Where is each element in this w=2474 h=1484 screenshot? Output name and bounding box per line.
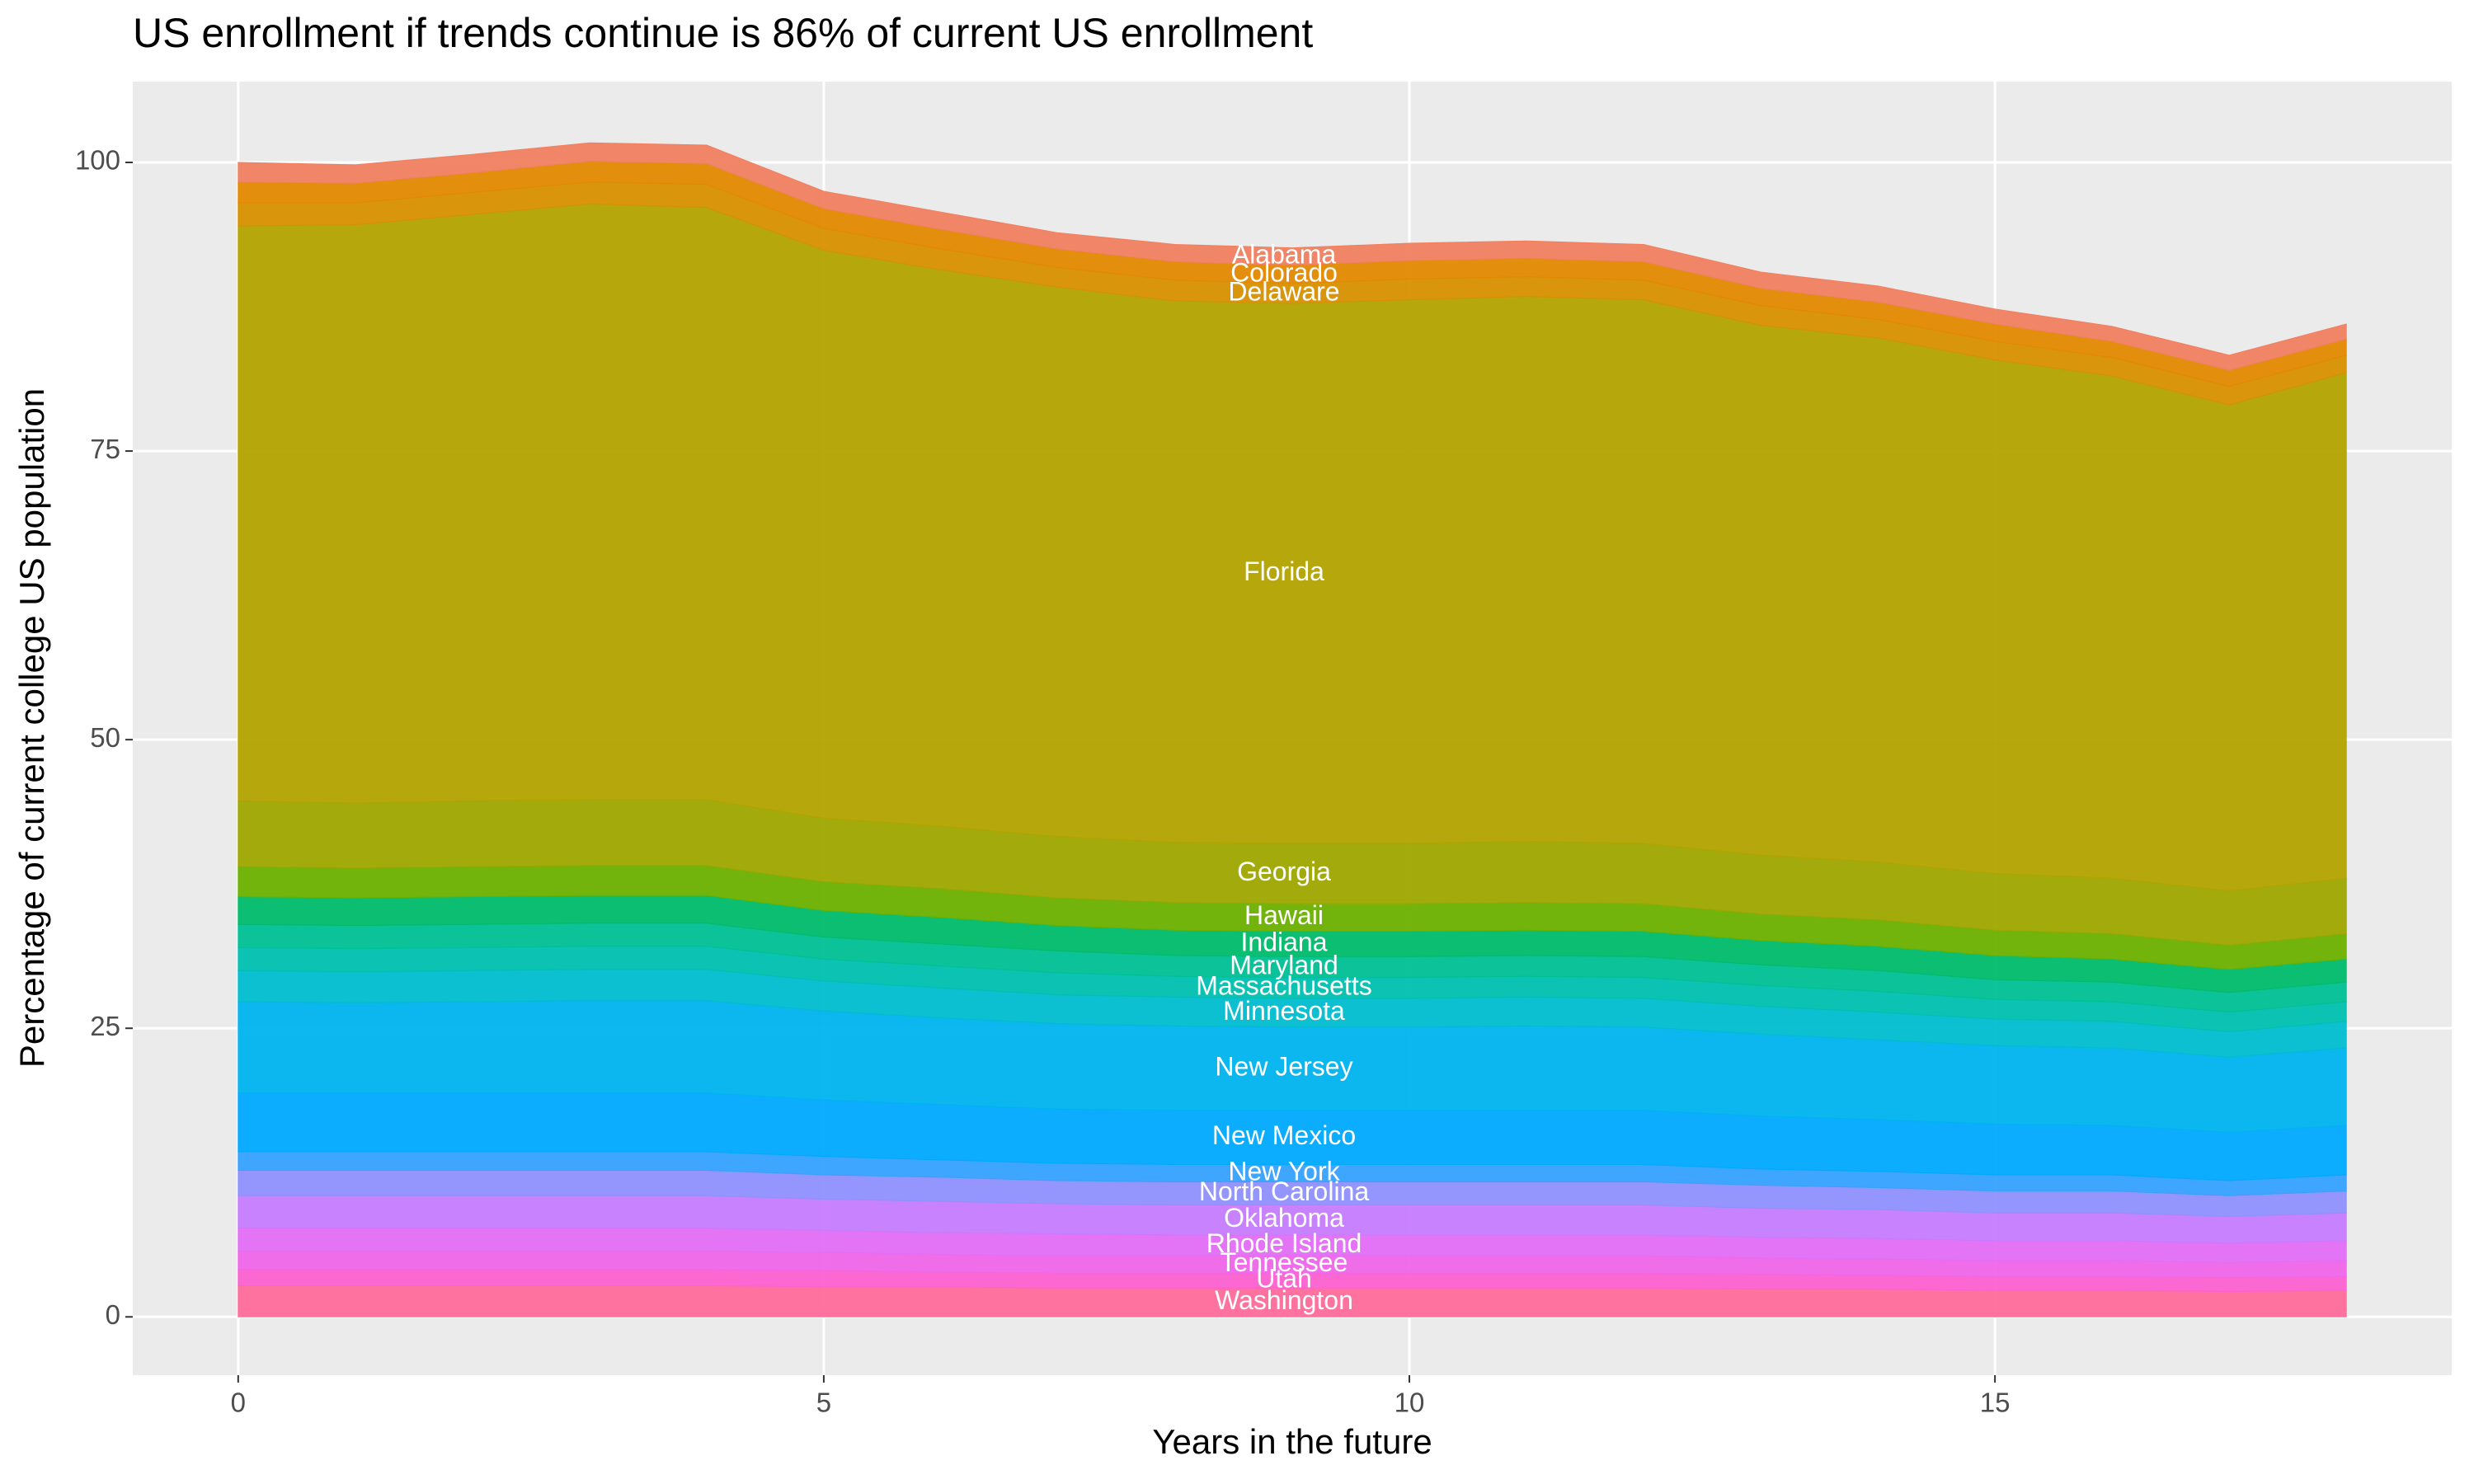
x-tick-label: 0 bbox=[231, 1388, 246, 1418]
series-label: New York bbox=[1228, 1156, 1340, 1186]
y-tick-label: 75 bbox=[90, 434, 120, 464]
x-tick-label: 15 bbox=[1980, 1388, 2011, 1418]
series-label: Maryland bbox=[1230, 950, 1338, 979]
series-label: Alabama bbox=[1232, 240, 1337, 270]
areas bbox=[238, 142, 2347, 1317]
series-label: Tennessee bbox=[1221, 1247, 1348, 1277]
series-label: New Jersey bbox=[1215, 1052, 1352, 1082]
x-tick-label: 5 bbox=[816, 1388, 831, 1418]
series-label: North Carolina bbox=[1199, 1176, 1370, 1206]
series-label: Indiana bbox=[1241, 927, 1328, 956]
series-label: Washington bbox=[1215, 1285, 1353, 1315]
series-label: Utah bbox=[1256, 1264, 1312, 1294]
series-label: Massachusetts bbox=[1196, 971, 1371, 1001]
chart-title: US enrollment if trends continue is 86% … bbox=[133, 10, 1313, 56]
series-label: Colorado bbox=[1230, 257, 1338, 287]
series-label: Oklahoma bbox=[1224, 1203, 1344, 1233]
series-label: Minnesota bbox=[1223, 996, 1345, 1026]
series-label: Florida bbox=[1244, 556, 1324, 586]
series-label: Georgia bbox=[1237, 857, 1331, 886]
series-label: Delaware bbox=[1228, 276, 1339, 306]
y-axis-label: Percentage of current college US populat… bbox=[12, 388, 51, 1068]
y-tick-label: 50 bbox=[90, 722, 120, 753]
series-label: Hawaii bbox=[1244, 900, 1324, 930]
series-label: Rhode Island bbox=[1206, 1228, 1362, 1258]
series-label: New Mexico bbox=[1212, 1120, 1356, 1150]
x-axis-label: Years in the future bbox=[1152, 1422, 1432, 1461]
y-tick-label: 0 bbox=[106, 1299, 120, 1330]
area bbox=[238, 142, 2347, 371]
x-tick-label: 10 bbox=[1395, 1388, 1425, 1418]
y-tick-label: 100 bbox=[75, 145, 120, 176]
y-tick-label: 25 bbox=[90, 1011, 120, 1041]
